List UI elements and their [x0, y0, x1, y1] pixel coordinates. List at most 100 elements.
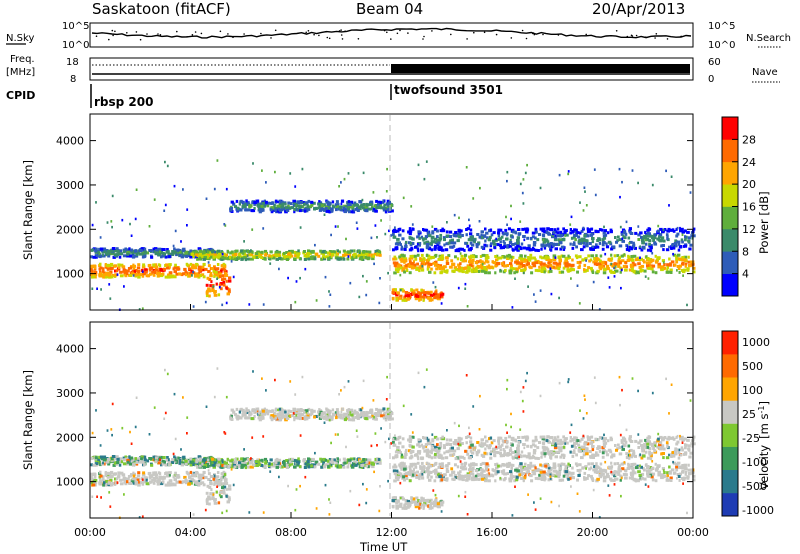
power-speckle [518, 247, 520, 251]
velocity-cell [240, 407, 243, 411]
velocity-cell [513, 479, 516, 483]
velocity-cell [186, 471, 189, 475]
power-cell [581, 258, 585, 262]
power-cell [511, 255, 515, 259]
power-cell [419, 264, 423, 268]
power-cell [683, 255, 688, 259]
power-cell [374, 209, 378, 213]
velocity-cell [159, 482, 164, 486]
power-cell [121, 265, 125, 269]
power-cell [529, 253, 533, 257]
power-speckle [323, 213, 326, 216]
velocity-cell [302, 410, 306, 414]
power-cell [411, 254, 415, 258]
power-cell [260, 250, 264, 254]
velocity-cell [216, 483, 220, 487]
power-cell [127, 269, 130, 273]
power-cell [147, 264, 151, 268]
power-cell [466, 264, 471, 268]
velocity-cell [439, 503, 444, 507]
power-cell [526, 247, 530, 250]
power-cell [152, 273, 156, 277]
power-cell [132, 269, 135, 273]
velocity-cell [208, 459, 212, 463]
velocity-cell [204, 475, 208, 479]
power-cell [630, 246, 633, 250]
power-cell [645, 242, 648, 246]
velocity-cell [345, 412, 349, 416]
power-cell [255, 256, 259, 259]
power-cell [250, 257, 254, 261]
power-cell [116, 249, 120, 253]
noise-dot [112, 34, 114, 37]
power-cell [637, 262, 641, 266]
power-cell [652, 264, 656, 268]
velocity-cell [124, 455, 127, 459]
velocity-cell [189, 463, 193, 467]
power-cell [347, 207, 351, 211]
power-speckle [141, 307, 144, 310]
velocity-cell [96, 459, 100, 463]
power-cell [678, 270, 681, 274]
velocity-cell [154, 455, 158, 459]
power-cell [415, 288, 419, 292]
power-cell [600, 228, 604, 232]
velocity-cell [296, 412, 301, 416]
power-cell [513, 271, 516, 275]
velocity-cell [358, 462, 361, 465]
power-speckle [425, 160, 428, 163]
power-cell [290, 206, 295, 210]
velocity-cell [622, 472, 627, 476]
power-cell [514, 246, 518, 250]
velocity-cell [178, 461, 182, 465]
velocity-cell [240, 457, 243, 461]
velocity-cell [215, 478, 218, 482]
velocity-cell [253, 410, 256, 414]
power-cell [252, 255, 256, 259]
velocity-cell [416, 470, 419, 474]
power-cell [502, 232, 505, 236]
power-cell [383, 203, 387, 207]
power-cell [430, 248, 433, 252]
velocity-cell [240, 465, 244, 469]
power-speckle [431, 225, 434, 228]
velocity-cell [288, 457, 292, 461]
power-speckle [216, 159, 219, 162]
velocity-cell [195, 480, 199, 484]
power-cell [588, 259, 591, 263]
power-cell [398, 233, 402, 237]
power-cell [589, 258, 593, 262]
velocity-cell [165, 471, 169, 475]
velocity-cell [99, 463, 102, 467]
power-cell [361, 206, 365, 210]
power-cell [487, 271, 491, 275]
power-cell [354, 203, 358, 207]
power-cell [531, 246, 535, 250]
power-cell [137, 263, 141, 267]
power-scatter [90, 159, 696, 311]
power-cell [557, 267, 561, 271]
power-cell [515, 270, 519, 274]
power-cell [414, 245, 418, 249]
power-speckle [637, 225, 640, 228]
power-cell [128, 247, 131, 251]
power-cell [209, 255, 213, 259]
power-cell [450, 241, 454, 245]
power-cell [524, 230, 529, 234]
power-cell [554, 247, 558, 251]
power-cell [237, 206, 240, 210]
velocity-cell [442, 475, 445, 479]
power-cell [591, 248, 595, 251]
power-cell [496, 254, 499, 258]
velocity-cell [657, 473, 662, 477]
power-cell [487, 264, 491, 268]
velocity-cell [318, 408, 321, 412]
power-speckle [355, 221, 358, 224]
power-cell [529, 256, 533, 260]
power-cell [353, 252, 357, 256]
power-cell [542, 234, 546, 238]
power-cell [191, 263, 194, 267]
velocity-cell [241, 459, 245, 463]
velocity-cell [494, 471, 499, 475]
power-cell [234, 249, 237, 253]
